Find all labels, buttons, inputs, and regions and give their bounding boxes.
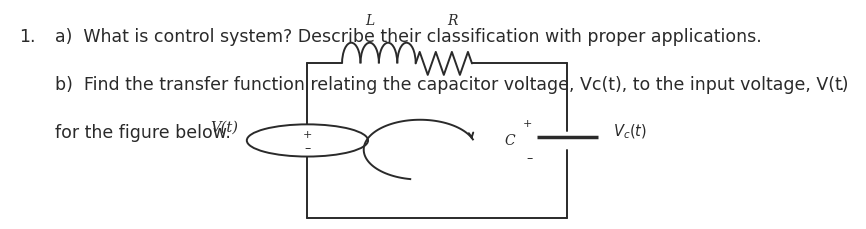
Text: for the figure below.: for the figure below.	[55, 124, 230, 142]
Text: L: L	[365, 14, 375, 27]
Text: a)  What is control system? Describe their classification with proper applicatio: a) What is control system? Describe thei…	[55, 27, 761, 45]
Text: +: +	[303, 129, 312, 139]
Text: b)  Find the transfer function relating the capacitor voltage, Vc(t), to the inp: b) Find the transfer function relating t…	[55, 76, 848, 93]
Text: 1.: 1.	[19, 27, 36, 45]
Text: +: +	[523, 118, 533, 128]
Text: R: R	[447, 14, 458, 27]
Text: –: –	[527, 152, 533, 165]
Text: V(t): V(t)	[210, 120, 238, 134]
Text: $V_c(t)$: $V_c(t)$	[613, 123, 647, 141]
Text: –: –	[304, 141, 311, 154]
Text: C: C	[505, 134, 515, 148]
Text: .: .	[838, 76, 843, 93]
